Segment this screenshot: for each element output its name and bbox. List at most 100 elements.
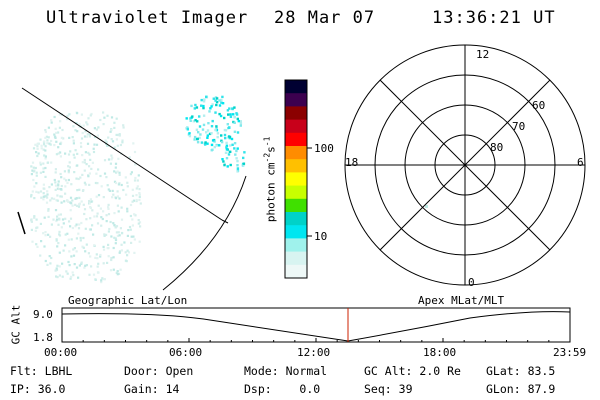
emission-dot <box>73 263 76 266</box>
status-glon: GLon: 87.9 <box>486 382 556 396</box>
emission-dot <box>56 199 59 202</box>
emission-dot <box>44 231 47 234</box>
emission-dot <box>56 264 59 267</box>
aurora-dot <box>186 128 189 131</box>
emission-dot <box>40 144 43 147</box>
emission-dot <box>115 138 118 141</box>
emission-dot <box>45 201 49 204</box>
emission-dot <box>120 206 123 209</box>
aurora-dot <box>226 123 229 126</box>
emission-dot <box>30 195 33 198</box>
emission-dot <box>69 277 72 280</box>
emission-dot <box>55 140 58 143</box>
aurora-dot <box>233 121 236 124</box>
emission-dot <box>94 181 97 185</box>
emission-dot <box>132 142 135 145</box>
aurora-dot <box>194 103 197 107</box>
emission-dot <box>135 200 138 203</box>
aurora-dot <box>202 123 206 127</box>
aurora-dot <box>236 147 239 150</box>
emission-dot <box>43 140 46 143</box>
emission-dot <box>110 235 113 238</box>
emission-dot <box>88 165 91 168</box>
emission-dot <box>95 253 98 256</box>
mlt-label-bottom: 0 <box>468 276 475 289</box>
colorbar-cell <box>285 251 307 266</box>
aurora-dot <box>239 124 242 127</box>
emission-dot <box>57 180 60 183</box>
emission-dot <box>94 256 97 259</box>
aurora-dot <box>198 136 201 140</box>
emission-dot <box>118 197 121 200</box>
emission-dot <box>58 218 61 221</box>
emission-dot <box>107 188 110 191</box>
emission-dot <box>67 171 70 174</box>
aurora-dot <box>215 144 218 147</box>
aurora-dot <box>236 159 239 163</box>
emission-dot <box>42 192 45 195</box>
emission-dot <box>47 126 50 129</box>
emission-dot <box>67 165 70 168</box>
emission-dot <box>50 256 53 260</box>
emission-dot <box>107 243 110 246</box>
emission-dot <box>137 174 140 177</box>
emission-dot <box>49 235 52 238</box>
emission-dot <box>57 183 60 186</box>
emission-dot <box>78 123 81 126</box>
emission-dot <box>88 135 91 138</box>
emission-dot <box>44 145 47 148</box>
emission-dot <box>102 196 105 199</box>
timeline-y-tick-high: 9.0 <box>33 308 53 321</box>
emission-dot <box>138 221 142 224</box>
emission-dot <box>129 228 132 231</box>
emission-dot <box>64 192 67 195</box>
emission-dot <box>70 183 73 186</box>
emission-dot <box>114 197 118 200</box>
emission-dot <box>83 212 86 216</box>
emission-dot <box>133 238 136 241</box>
emission-dot <box>35 190 38 193</box>
emission-dot <box>75 197 78 200</box>
colorbar-cell <box>285 198 307 213</box>
aurora-dot <box>228 107 231 110</box>
emission-dot <box>138 192 141 195</box>
emission-dot <box>88 172 91 175</box>
emission-dot <box>67 169 70 172</box>
emission-dot <box>100 185 103 188</box>
emission-dot <box>133 179 137 182</box>
emission-dot <box>139 225 142 228</box>
aurora-dot <box>233 142 237 145</box>
emission-dot <box>119 268 122 271</box>
emission-dot <box>55 239 58 242</box>
emission-dot <box>97 194 101 197</box>
aurora-dot <box>229 150 232 153</box>
aurora-dot <box>202 100 206 103</box>
emission-dot <box>36 245 39 248</box>
emission-dot <box>94 278 97 281</box>
emission-dot <box>58 230 61 233</box>
aurora-dot <box>195 106 199 109</box>
emission-dot <box>111 156 114 159</box>
emission-dot <box>70 275 73 278</box>
emission-dot <box>102 245 105 248</box>
emission-dot <box>126 181 129 184</box>
aurora-dot <box>223 133 227 137</box>
aurora-dot <box>203 98 206 101</box>
aurora-dot <box>200 141 204 144</box>
emission-dot <box>85 135 89 138</box>
aurora-dot <box>218 144 221 147</box>
emission-dot <box>47 233 50 236</box>
emission-dot <box>60 184 63 188</box>
emission-dot <box>115 171 118 174</box>
emission-dot <box>115 117 118 120</box>
emission-dot <box>44 155 47 158</box>
emission-dot <box>44 234 47 237</box>
aurora-dot <box>218 112 221 116</box>
emission-dot <box>34 143 37 146</box>
emission-dot <box>93 244 96 247</box>
emission-dot <box>55 268 59 272</box>
emission-dot <box>58 113 61 116</box>
emission-dot <box>36 145 39 148</box>
emission-dot <box>71 199 74 202</box>
aurora-dot <box>196 120 199 123</box>
